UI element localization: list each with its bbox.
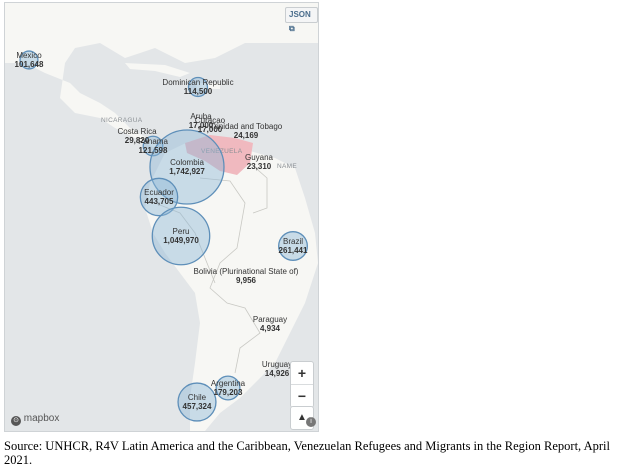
country-value: 101,648 bbox=[14, 60, 44, 69]
mapbox-mark-icon: ⊙ bbox=[11, 416, 21, 426]
country-label-guyana: Guyana 23,310 bbox=[245, 153, 273, 171]
country-value: 29,820 bbox=[124, 136, 150, 145]
country-name: Trinidad and Tobago bbox=[209, 122, 283, 131]
country-name: Costa Rica bbox=[117, 127, 157, 136]
country-name: Bolivia (Plurinational State of) bbox=[193, 267, 299, 276]
country-name: Guyana bbox=[244, 153, 274, 162]
country-value: 121,598 bbox=[138, 146, 168, 155]
bubble-dominican-republic[interactable] bbox=[187, 76, 209, 98]
bubble-panama[interactable] bbox=[142, 135, 164, 157]
json-button[interactable]: JSON ⧉ bbox=[285, 7, 318, 33]
bubble-argentina[interactable] bbox=[215, 375, 241, 401]
country-name: Panama bbox=[138, 137, 168, 146]
country-value: 17,000 bbox=[188, 121, 214, 130]
country-label-panama: Panama 121,598 bbox=[138, 137, 168, 155]
bg-label-nicaragua: NICARAGUA bbox=[101, 117, 143, 124]
bubble-chile[interactable] bbox=[177, 382, 217, 422]
bg-label-venezuela: VENEZUELA bbox=[201, 148, 243, 155]
country-value: 14,926 bbox=[264, 369, 290, 378]
country-value: 24,169 bbox=[233, 131, 259, 140]
country-value: 23,310 bbox=[246, 162, 272, 171]
country-label-uruguay: Uruguay 14,926 bbox=[262, 360, 292, 378]
country-name: Dominican Republic bbox=[162, 78, 234, 87]
country-label-aruba: Aruba 17,000 bbox=[189, 112, 213, 130]
country-value: 457,324 bbox=[182, 402, 212, 411]
zoom-in-button[interactable]: + bbox=[297, 365, 307, 381]
country-name: Peru bbox=[172, 227, 190, 236]
country-label-mexico: Mexico 101,648 bbox=[15, 51, 44, 69]
country-name: Uruguay bbox=[261, 360, 293, 369]
bubble-brazil[interactable] bbox=[278, 231, 308, 261]
country-label-colombia: Colombia 1,742,927 bbox=[169, 158, 205, 176]
bubble-colombia[interactable] bbox=[149, 129, 225, 205]
country-name: Paraguay bbox=[252, 315, 288, 324]
country-label-costa-rica: Costa Rica 29,820 bbox=[117, 127, 156, 145]
country-name: Argentina bbox=[210, 379, 246, 388]
source-caption: Source: UNHCR, R4V Latin America and the… bbox=[4, 439, 610, 467]
country-label-cura-ao: Curaçao 17,000 bbox=[195, 116, 225, 134]
country-name: Brazil bbox=[282, 237, 304, 246]
country-label-brazil: Brazil 261,441 bbox=[279, 237, 308, 255]
country-value: 179,203 bbox=[213, 388, 243, 397]
info-icon[interactable]: i bbox=[306, 417, 316, 427]
zoom-controls: + − bbox=[290, 361, 314, 408]
country-value: 4,934 bbox=[259, 324, 281, 333]
bubble-peru[interactable] bbox=[151, 206, 211, 266]
country-label-dominican-republic: Dominican Republic 114,500 bbox=[162, 78, 233, 96]
country-name: Aruba bbox=[190, 112, 212, 121]
country-label-peru: Peru 1,049,970 bbox=[163, 227, 199, 245]
country-name: Mexico bbox=[16, 51, 42, 60]
country-label-paraguay: Paraguay 4,934 bbox=[253, 315, 287, 333]
country-value: 261,441 bbox=[278, 246, 308, 255]
compass-button[interactable]: ▲ bbox=[297, 412, 307, 423]
bg-label-name: NAME bbox=[277, 163, 297, 170]
bubble-mexico[interactable] bbox=[19, 50, 39, 70]
country-label-chile: Chile 457,324 bbox=[183, 393, 212, 411]
bubble-layer bbox=[19, 50, 308, 422]
country-value: 114,500 bbox=[183, 87, 213, 96]
mapbox-logo[interactable]: ⊙ mapbox bbox=[11, 413, 59, 426]
zoom-out-button[interactable]: − bbox=[291, 384, 313, 407]
country-name: Curaçao bbox=[194, 116, 226, 125]
country-name: Chile bbox=[187, 393, 207, 402]
country-name: Ecuador bbox=[144, 188, 174, 197]
bubble-ecuador[interactable] bbox=[139, 177, 179, 217]
country-label-ecuador: Ecuador 443,705 bbox=[144, 188, 174, 206]
country-value: 1,049,970 bbox=[163, 236, 199, 245]
country-label-bolivia-plurinational-state-of-: Bolivia (Plurinational State of) 9,956 bbox=[194, 267, 299, 285]
country-value: 443,705 bbox=[144, 197, 174, 206]
map-panel[interactable]: JSON ⧉ NICARAGUA VENEZUELA NAME Mexico 10… bbox=[4, 2, 319, 432]
country-value: 17,000 bbox=[197, 125, 223, 134]
basemap bbox=[5, 3, 318, 431]
country-value: 1,742,927 bbox=[169, 167, 205, 176]
country-label-argentina: Argentina 179,203 bbox=[211, 379, 245, 397]
country-label-trinidad-and-tobago: Trinidad and Tobago 24,169 bbox=[210, 122, 283, 140]
country-value: 9,956 bbox=[235, 276, 257, 285]
country-name: Colombia bbox=[170, 158, 204, 167]
